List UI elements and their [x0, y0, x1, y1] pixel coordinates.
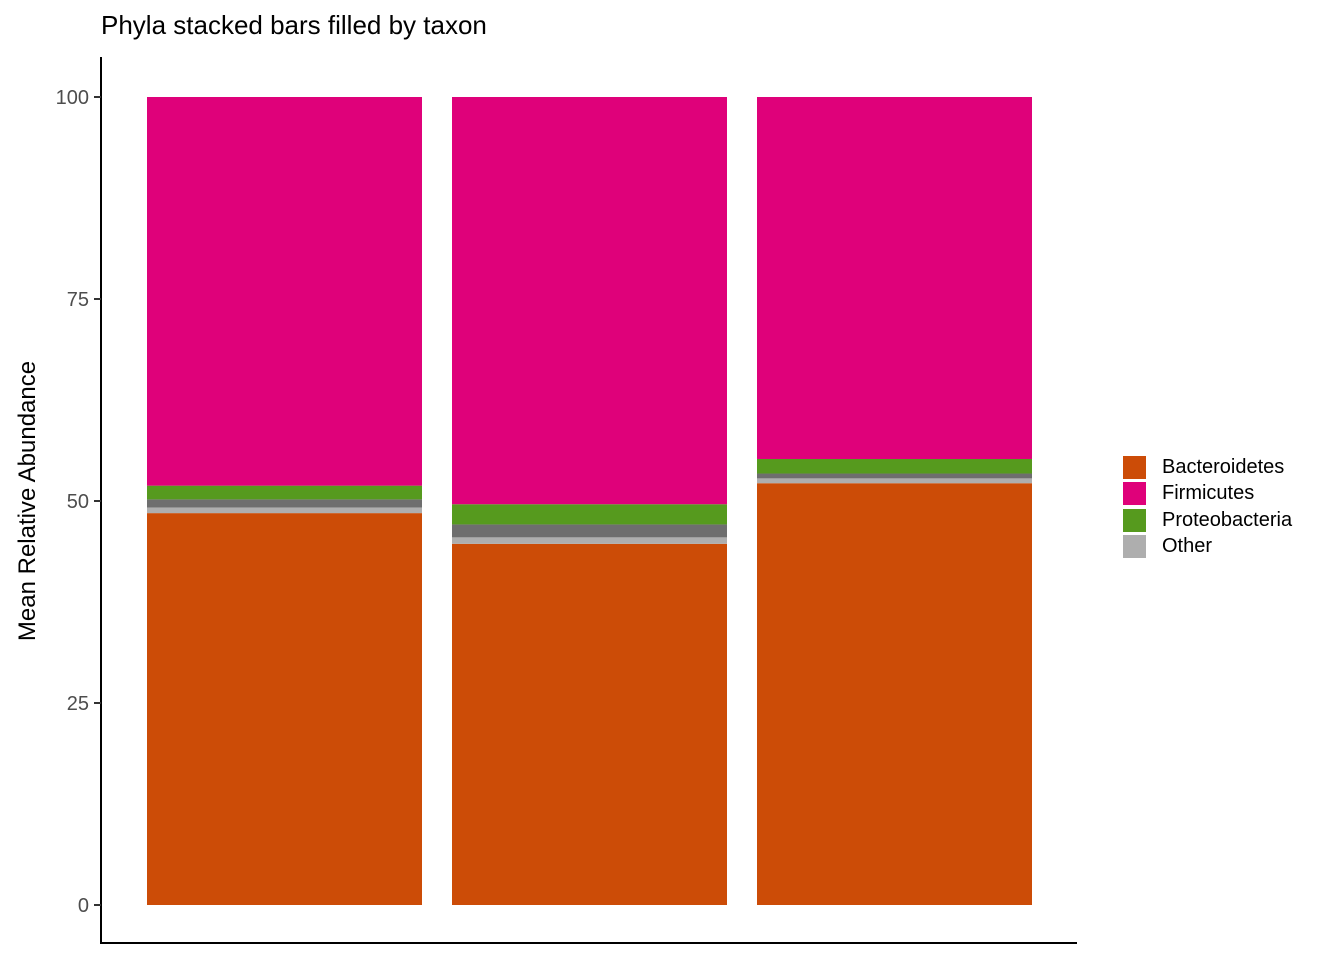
y-tick-label: 100 [56, 87, 89, 109]
bar-segment-2-firmicutes [452, 97, 727, 505]
chart-title: Phyla stacked bars filled by taxon [101, 10, 487, 40]
y-tick-label: 0 [78, 895, 89, 917]
bar-segment-1-unlabeled [147, 499, 422, 508]
legend-item-proteobacteria: Proteobacteria [1123, 507, 1292, 534]
legend-label: Proteobacteria [1162, 508, 1293, 531]
bar-segment-2-other [452, 537, 727, 544]
y-axis-title: Mean Relative Abundance [14, 361, 41, 641]
legend-swatch [1123, 455, 1146, 479]
bar-segment-2-proteobacteria [452, 504, 727, 525]
bar-segment-1-proteobacteria [147, 485, 422, 500]
legend-swatch [1123, 508, 1146, 532]
bar-segment-2-bacteroidetes [452, 543, 727, 905]
bar-segment-3-firmicutes [757, 97, 1032, 459]
bar-segment-1-bacteroidetes [147, 513, 422, 905]
bars-layer [147, 97, 1032, 905]
legend-swatch [1123, 482, 1146, 506]
legend-label: Other [1162, 535, 1213, 558]
axes-layer: 0 25 50 75 100 [56, 57, 1077, 944]
legend: Bacteroidetes Firmicutes Proteobacteria Oth… [1123, 454, 1292, 560]
bar-segment-3-unlabeled [757, 473, 1032, 479]
bar-segment-3-proteobacteria [757, 458, 1032, 474]
legend-label: Bacteroidetes [1162, 455, 1285, 478]
legend-swatch [1123, 535, 1146, 559]
bar-segment-2-unlabeled [452, 524, 727, 538]
y-tick-label: 50 [67, 491, 89, 513]
legend-item-bacteroidetes: Bacteroidetes [1123, 454, 1292, 481]
legend-item-firmicutes: Firmicutes [1123, 481, 1292, 508]
legend-label: Firmicutes [1162, 482, 1255, 505]
y-tick-label: 75 [67, 289, 89, 311]
bar-segment-3-bacteroidetes [757, 483, 1032, 905]
bar-segment-3-other [757, 478, 1032, 484]
y-tick-label: 25 [67, 693, 89, 715]
legend-item-other: Other [1123, 534, 1292, 561]
bar-segment-1-firmicutes [147, 97, 422, 486]
bar-segment-1-other [147, 507, 422, 514]
